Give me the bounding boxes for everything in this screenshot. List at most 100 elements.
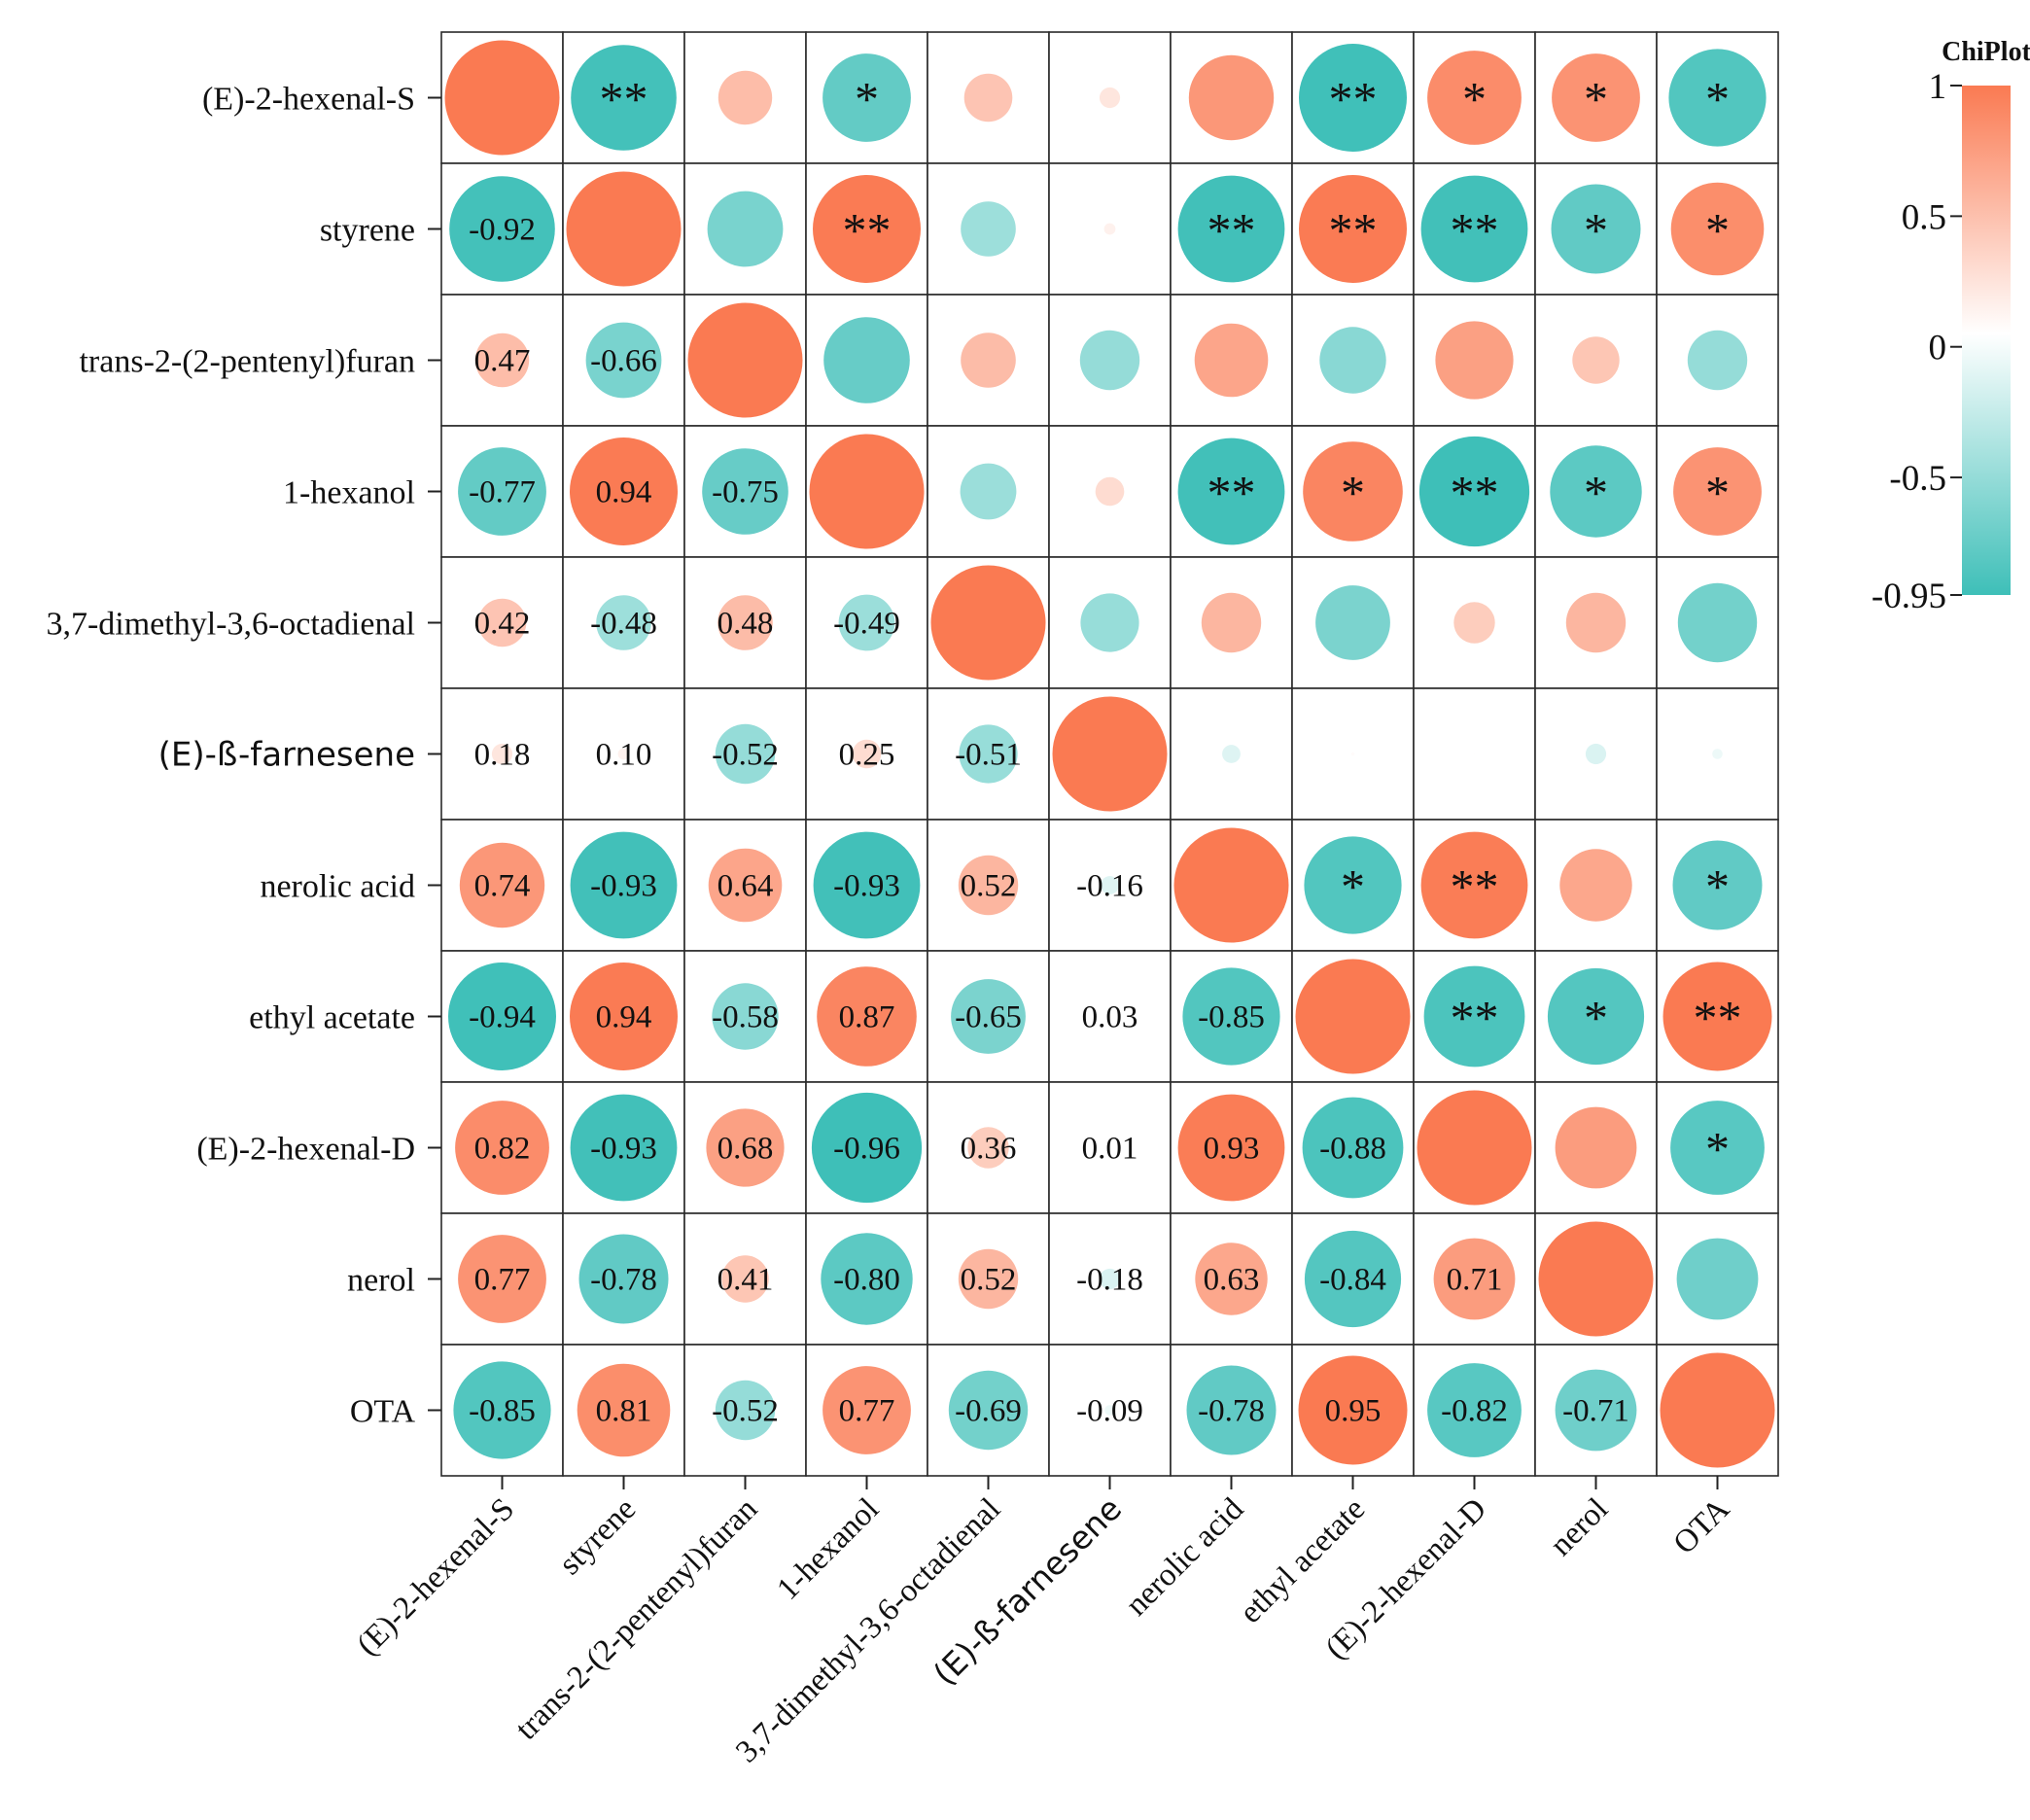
correlation-circle: [1299, 44, 1407, 152]
correlation-circle: [1676, 1238, 1759, 1320]
correlation-circle: [1302, 1097, 1404, 1199]
correlation-circle: [1423, 965, 1525, 1068]
significance-marker: *: [1584, 72, 1608, 126]
correlation-circle: [1177, 175, 1285, 283]
correlation-value-label: 0.77: [839, 1394, 895, 1429]
correlation-value-label: 0.77: [474, 1263, 531, 1298]
correlation-circle: [1420, 831, 1528, 939]
significance-marker: *: [1341, 466, 1365, 520]
correlation-circle: [455, 1101, 549, 1195]
correlation-circle: [1427, 1363, 1522, 1457]
correlation-circle: [1555, 1369, 1637, 1452]
significance-marker: **: [1329, 203, 1378, 258]
correlation-circle: [1433, 1238, 1516, 1320]
correlation-circle: [702, 448, 788, 535]
correlation-value-label: 0.71: [1447, 1263, 1503, 1298]
row-label: ethyl acetate: [249, 1000, 415, 1036]
correlation-circle: [571, 45, 677, 151]
correlation-circle: [930, 565, 1046, 681]
correlation-circle: [715, 723, 776, 785]
legend-gradient-bar: [1962, 86, 2011, 595]
correlation-circle: [1186, 1365, 1277, 1455]
correlation-circle: [570, 1094, 678, 1202]
correlation-circle: [617, 748, 630, 760]
correlation-value-label: -0.09: [1076, 1394, 1143, 1429]
significance-marker: **: [1208, 466, 1256, 520]
correlation-circle: [1670, 182, 1765, 276]
significance-marker: *: [1341, 859, 1365, 914]
correlation-circle: [1079, 330, 1140, 391]
row-label: styrene: [320, 213, 415, 249]
correlation-value-label: 0.63: [1204, 1263, 1260, 1298]
correlation-circle: [809, 434, 925, 549]
correlation-circle: [1099, 1268, 1121, 1290]
heatmap-cell: [927, 687, 1050, 821]
correlation-value-label: -0.75: [712, 475, 779, 510]
correlation-value-label: 0.68: [718, 1132, 774, 1167]
correlation-circle: [1177, 1094, 1285, 1202]
correlation-circle: [721, 1255, 769, 1303]
correlation-circle: [1662, 962, 1772, 1071]
correlation-value-label: -0.71: [1562, 1394, 1629, 1429]
correlation-circle: [1173, 827, 1289, 943]
correlation-value-label: 0.82: [474, 1132, 531, 1167]
correlation-value-label: -0.16: [1076, 869, 1143, 904]
correlation-value-label: 0.25: [839, 738, 895, 773]
correlation-circle: [948, 1370, 1029, 1451]
correlation-circle: [585, 322, 662, 399]
row-label: nerolic acid: [260, 869, 415, 905]
correlation-value-label: -0.18: [1076, 1263, 1143, 1298]
column-label: styrene: [552, 1491, 643, 1582]
significance-marker: **: [843, 203, 892, 258]
correlation-value-label: -0.52: [712, 738, 779, 773]
correlation-value-label: -0.80: [833, 1263, 900, 1298]
correlation-value-label: -0.65: [955, 1000, 1022, 1035]
correlation-circle: [1188, 54, 1275, 141]
correlation-circle: [1303, 441, 1403, 542]
correlation-circle: [813, 831, 921, 939]
correlation-circle: [477, 598, 527, 648]
column-label: nerolic acid: [1119, 1491, 1250, 1623]
correlation-circle: [961, 201, 1016, 257]
heatmap-grid: ** * ** * * *-0.92 ** ** ** ** * *0.47 -0.66-0.77 0.9…: [440, 31, 1779, 1477]
correlation-circle: [458, 447, 546, 536]
column-labels: (E)-2-hexenal-S styrenetrans-2-(2-penteny…: [350, 1476, 1736, 1769]
row-label: 1-hexanol: [283, 475, 415, 511]
correlation-value-label: 0.64: [718, 869, 774, 904]
correlation-circle: [1435, 321, 1514, 400]
correlation-circle: [961, 332, 1016, 388]
correlation-value-label: 0.94: [596, 1000, 652, 1035]
significance-marker: **: [1694, 991, 1742, 1045]
correlation-value-label: -0.69: [955, 1394, 1022, 1429]
correlation-circle: [822, 53, 911, 142]
correlation-circle: [960, 463, 1017, 520]
significance-marker: **: [1451, 466, 1499, 520]
correlation-value-label: -0.94: [469, 1000, 536, 1035]
correlation-value-label: -0.93: [833, 869, 900, 904]
correlation-circle: [577, 1363, 671, 1457]
correlation-value-label: -0.93: [590, 869, 657, 904]
significance-marker: *: [1705, 203, 1730, 258]
correlation-value-label: -0.85: [1198, 1000, 1265, 1035]
legend-title: ChiPlot: [1942, 37, 2030, 67]
correlation-circle: [491, 743, 513, 765]
color-legend: ChiPlot 1 0.5 0 -0.5 -0.95: [1872, 37, 2030, 616]
row-label: (E)-ß-farnesene: [158, 736, 415, 775]
correlation-circle: [1201, 592, 1262, 653]
column-label: 1-hexanol: [770, 1491, 886, 1607]
correlation-circle: [474, 332, 530, 388]
correlation-circle: [1299, 175, 1407, 283]
correlation-value-label: -0.92: [469, 213, 536, 248]
correlation-circle: [1295, 959, 1411, 1074]
correlation-circle: [813, 175, 921, 283]
correlation-circle: [1660, 1352, 1775, 1468]
significance-marker: *: [1705, 1122, 1730, 1176]
correlation-value-label: 0.01: [1082, 1132, 1138, 1167]
correlation-circle: [1099, 87, 1121, 109]
correlation-value-label: 0.10: [596, 738, 652, 773]
correlation-circle: [1565, 592, 1627, 653]
row-label: (E)-2-hexenal-S: [202, 82, 415, 118]
row-label: nerol: [347, 1263, 415, 1299]
correlation-value-label: -0.77: [469, 475, 536, 510]
